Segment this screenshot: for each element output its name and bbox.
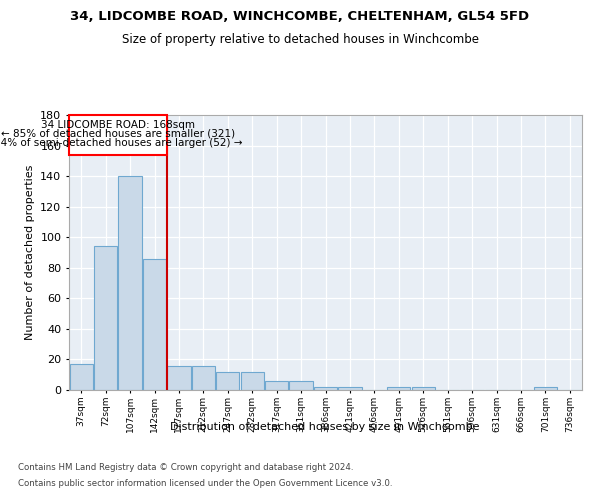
Text: Distribution of detached houses by size in Winchcombe: Distribution of detached houses by size …: [170, 422, 480, 432]
Bar: [192, 366, 215, 390]
Text: Size of property relative to detached houses in Winchcombe: Size of property relative to detached ho…: [121, 32, 479, 46]
FancyBboxPatch shape: [70, 115, 167, 154]
Bar: [412, 387, 435, 390]
Bar: [265, 381, 288, 390]
Bar: [387, 387, 410, 390]
Bar: [94, 246, 117, 390]
Bar: [143, 258, 166, 390]
Bar: [314, 387, 337, 390]
Bar: [534, 387, 557, 390]
Text: Contains public sector information licensed under the Open Government Licence v3: Contains public sector information licen…: [18, 479, 392, 488]
Text: 34 LIDCOMBE ROAD: 168sqm: 34 LIDCOMBE ROAD: 168sqm: [41, 120, 196, 130]
Bar: [289, 381, 313, 390]
Bar: [241, 372, 264, 390]
Text: Contains HM Land Registry data © Crown copyright and database right 2024.: Contains HM Land Registry data © Crown c…: [18, 462, 353, 471]
Bar: [338, 387, 362, 390]
Text: 14% of semi-detached houses are larger (52) →: 14% of semi-detached houses are larger (…: [0, 138, 242, 148]
Bar: [70, 364, 93, 390]
Text: 34, LIDCOMBE ROAD, WINCHCOMBE, CHELTENHAM, GL54 5FD: 34, LIDCOMBE ROAD, WINCHCOMBE, CHELTENHA…: [70, 10, 530, 23]
Bar: [216, 372, 239, 390]
Text: ← 85% of detached houses are smaller (321): ← 85% of detached houses are smaller (32…: [1, 128, 235, 138]
Bar: [167, 366, 191, 390]
Bar: [118, 176, 142, 390]
Y-axis label: Number of detached properties: Number of detached properties: [25, 165, 35, 340]
